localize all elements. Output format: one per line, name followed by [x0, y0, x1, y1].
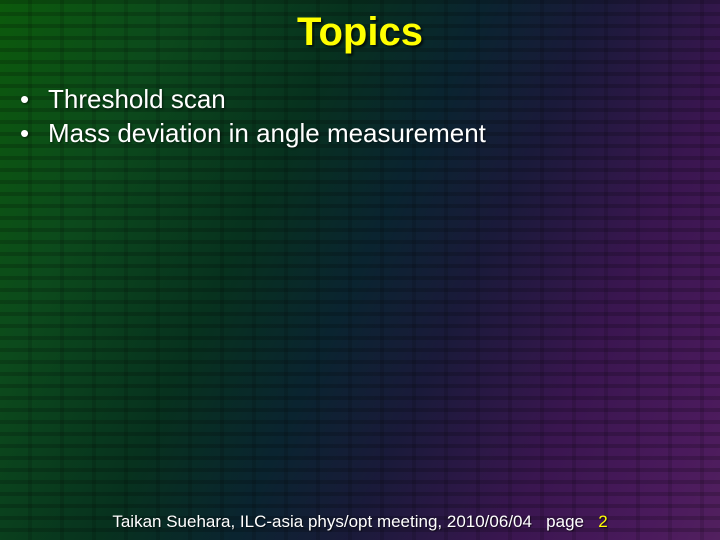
page-number: 2 [598, 512, 607, 531]
bullet-marker: • [20, 82, 48, 116]
slide: Topics • Threshold scan • Mass deviation… [0, 0, 720, 540]
slide-title: Topics [0, 10, 720, 55]
bullet-list: • Threshold scan • Mass deviation in ang… [20, 82, 700, 151]
page-label: page [546, 512, 584, 531]
list-item: • Mass deviation in angle measurement [20, 116, 700, 150]
list-item: • Threshold scan [20, 82, 700, 116]
bullet-marker: • [20, 116, 48, 150]
footer: Taikan Suehara, ILC-asia phys/opt meetin… [0, 512, 720, 532]
bullet-text: Threshold scan [48, 82, 226, 116]
bullet-text: Mass deviation in angle measurement [48, 116, 486, 150]
footer-text: Taikan Suehara, ILC-asia phys/opt meetin… [112, 512, 532, 531]
